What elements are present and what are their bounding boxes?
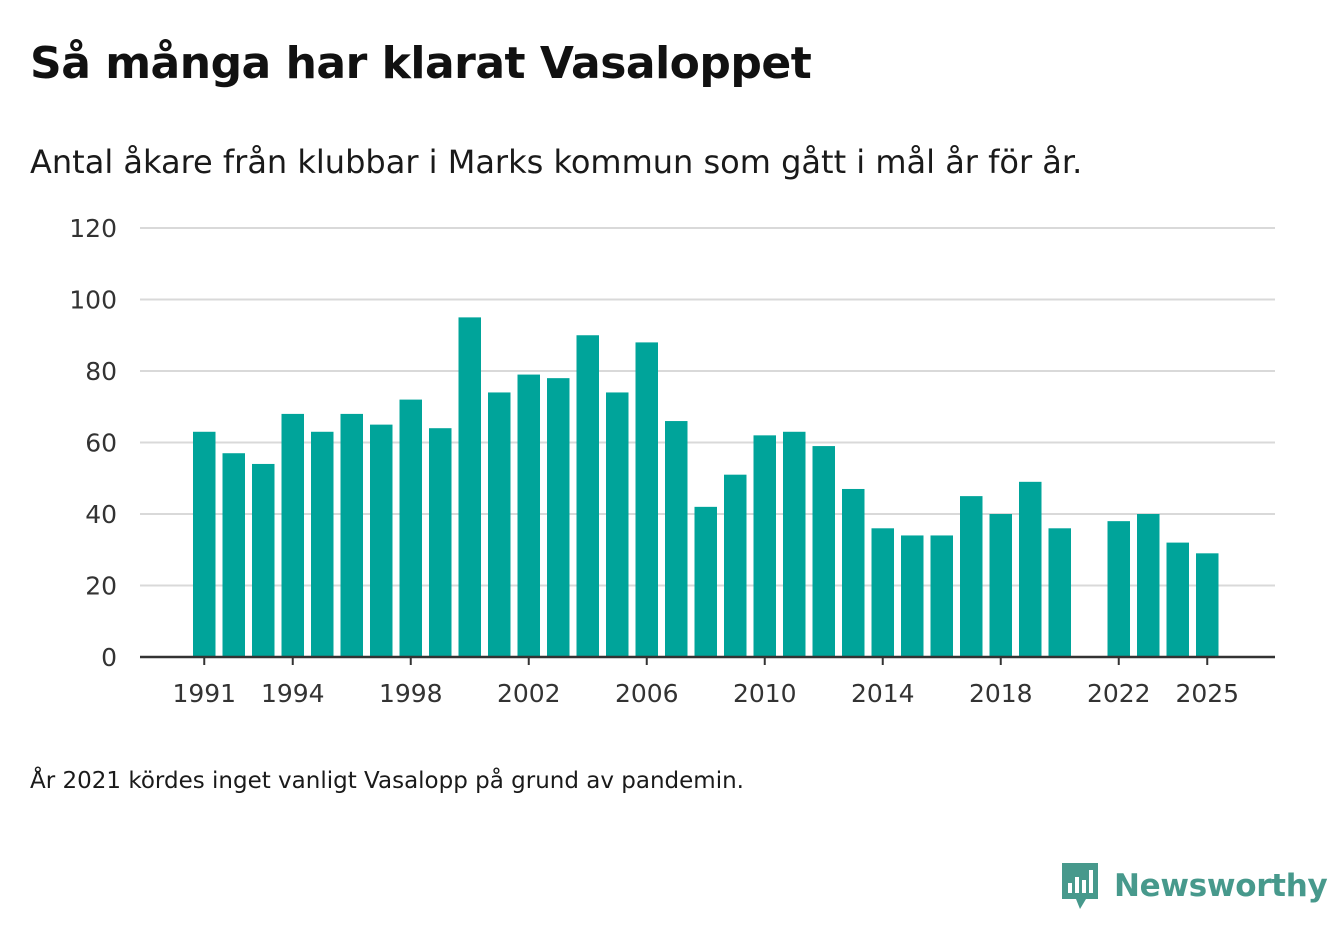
bar-2022 [1107, 521, 1130, 657]
x-tick-label: 2025 [1175, 679, 1239, 708]
y-tick-label: 120 [69, 214, 117, 243]
bar-2001 [488, 392, 511, 657]
y-tick-label: 0 [101, 643, 117, 672]
x-tick-label: 2010 [733, 679, 797, 708]
x-tick-label: 1998 [379, 679, 443, 708]
bar-2023 [1137, 514, 1160, 657]
bar-2012 [812, 446, 835, 657]
x-tick-label: 1994 [261, 679, 325, 708]
bar-2024 [1166, 542, 1189, 657]
newsworthy-logo-icon [1062, 863, 1098, 909]
brand-name: Newsworthy [1114, 868, 1328, 904]
footnote: År 2021 kördes inget vanligt Vasalopp på… [30, 768, 744, 794]
x-tick-label: 2006 [615, 679, 679, 708]
bar-2008 [694, 506, 717, 657]
bar-2009 [724, 474, 747, 657]
x-tick-label: 2002 [497, 679, 561, 708]
bar-2003 [547, 378, 570, 657]
chart-title: Så många har klarat Vasaloppet [30, 38, 812, 89]
bar-chart: 0 20 40 60 80 100 120 1991 1994 1998 2002 2006 2010 2… [69, 214, 1275, 708]
y-tick-label: 60 [85, 429, 117, 458]
bar-2004 [576, 335, 599, 657]
bar-2015 [901, 535, 924, 657]
bar-2013 [842, 488, 865, 657]
bar-2017 [960, 496, 983, 657]
chart-subtitle: Antal åkare från klubbar i Marks kommun … [30, 143, 1083, 181]
x-tick-label: 2014 [851, 679, 915, 708]
bar-1995 [311, 431, 334, 657]
bar-1998 [399, 399, 422, 657]
bar-2010 [753, 435, 776, 657]
bar-2019 [1019, 481, 1042, 657]
bar-2000 [458, 317, 481, 657]
x-tick-label: 2018 [969, 679, 1033, 708]
y-tick-label: 100 [69, 286, 117, 315]
bar-1996 [340, 413, 363, 657]
bar-2006 [635, 342, 658, 657]
y-tick-label: 20 [85, 572, 117, 601]
bar-2025 [1196, 553, 1219, 657]
bar-2011 [783, 431, 806, 657]
bar-1991 [193, 431, 216, 657]
bar-1999 [429, 428, 452, 657]
bar-1997 [370, 424, 393, 657]
y-tick-label: 40 [85, 500, 117, 529]
bar-2007 [665, 421, 688, 657]
y-tick-label: 80 [85, 357, 117, 386]
bar-2014 [871, 528, 894, 657]
brand-logo: Newsworthy [1060, 860, 1328, 912]
bar-2005 [606, 392, 629, 657]
bar-2016 [930, 535, 953, 657]
bar-1992 [222, 453, 245, 657]
bar-1993 [252, 463, 275, 657]
bar-2002 [517, 374, 540, 657]
bar-2018 [989, 514, 1012, 657]
x-tick-label: 1991 [172, 679, 236, 708]
bar-2020 [1048, 528, 1071, 657]
bar-1994 [281, 413, 304, 657]
x-tick-label: 2022 [1087, 679, 1151, 708]
